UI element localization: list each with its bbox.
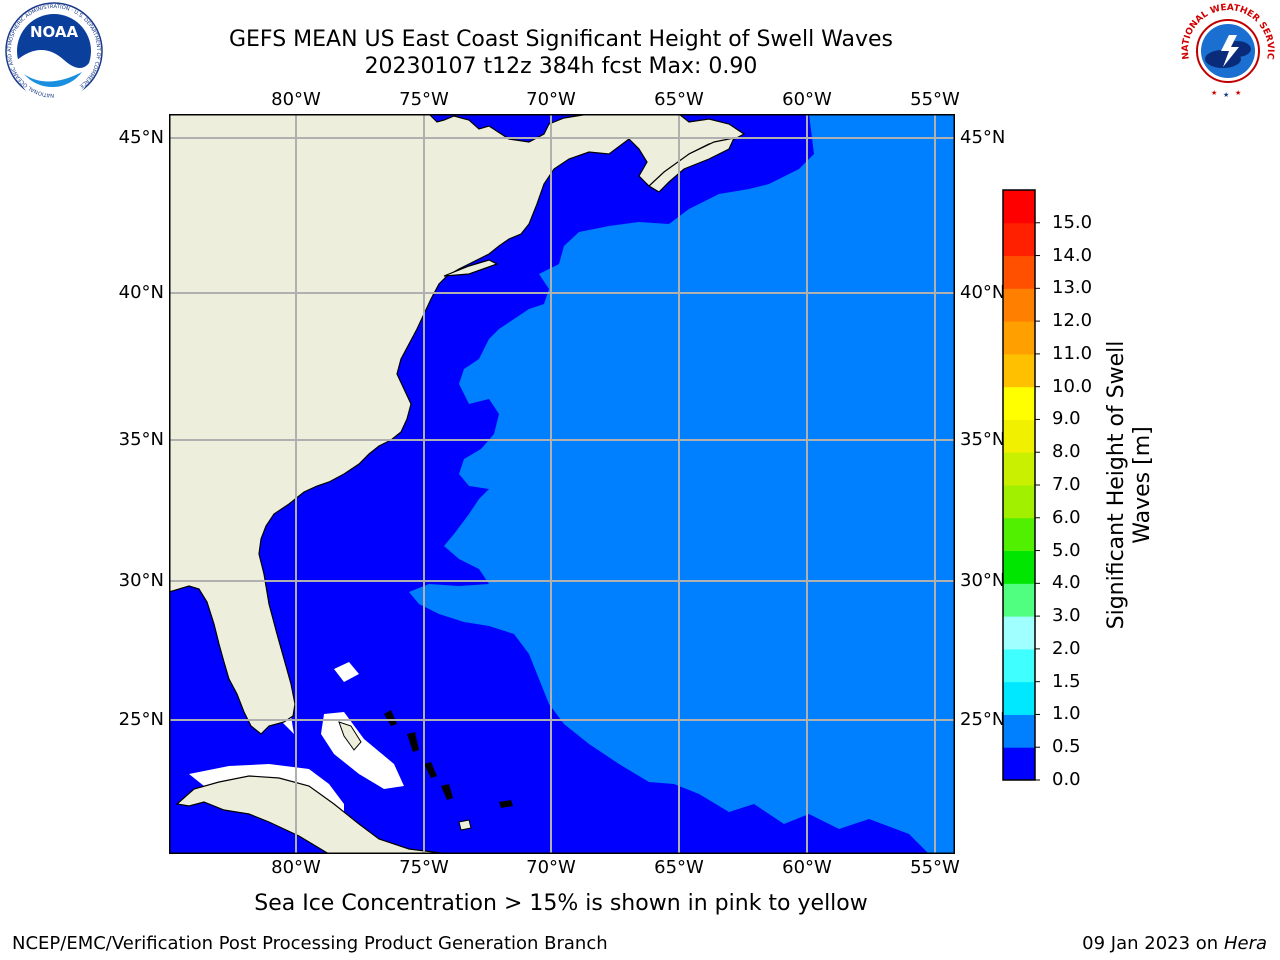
- lon-tick-bottom: 55°W: [910, 857, 960, 878]
- colorbar-tick-label: 8.0: [1052, 441, 1081, 463]
- colorbar-segment: [1003, 452, 1035, 486]
- nws-logo: NATIONAL WEATHER SERVICE ★ ★ ★: [1177, 1, 1275, 99]
- lat-tick-left: 25°N: [118, 709, 164, 730]
- colorbar-segment: [1003, 517, 1035, 552]
- footer-credit: NCEP/EMC/Verification Post Processing Pr…: [12, 933, 608, 954]
- lat-tick-left: 40°N: [118, 282, 164, 303]
- colorbar-tick-label: 2.0: [1052, 637, 1081, 659]
- lat-tick-left: 45°N: [118, 127, 164, 148]
- colorbar-tick-label: 1.0: [1052, 703, 1081, 725]
- map-subtitle: 20230107 t12z 384h fcst Max: 0.90: [364, 54, 758, 79]
- colorbar-segment: [1003, 353, 1035, 388]
- colorbar-segment: [1003, 419, 1035, 453]
- colorbar-segment: [1003, 583, 1035, 617]
- lat-tick-left: 30°N: [118, 570, 164, 591]
- lon-tick-bottom: 65°W: [654, 857, 704, 878]
- svg-text:★: ★: [1223, 91, 1229, 99]
- lon-tick-top: 80°W: [271, 89, 321, 110]
- colorbar-segment: [1003, 321, 1035, 355]
- lat-tick-right: 25°N: [960, 709, 1006, 730]
- colorbar-tick-label: 5.0: [1052, 539, 1081, 561]
- colorbar-tick-label: 0.5: [1052, 736, 1081, 758]
- lat-tick-right: 45°N: [960, 127, 1006, 148]
- colorbar-tick-label: 15.0: [1052, 211, 1093, 233]
- map-title: GEFS MEAN US East Coast Significant Heig…: [228, 27, 894, 52]
- colorbar-tick-label: 0.0: [1052, 769, 1081, 790]
- lon-tick-top: 75°W: [399, 89, 449, 110]
- colorbar-tick-label: 7.0: [1052, 474, 1081, 495]
- colorbar-segment: [1003, 222, 1035, 257]
- lon-tick-bottom: 60°W: [782, 857, 832, 878]
- lon-tick-top: 60°W: [782, 89, 832, 110]
- colorbar-segment: [1003, 648, 1035, 683]
- colorbar: [1002, 189, 1040, 781]
- colorbar-tick-label: 6.0: [1052, 506, 1081, 528]
- lat-tick-right: 30°N: [960, 570, 1006, 591]
- noaa-logo: NOAA NATIONAL OCEANIC AND ATMOSPHERIC AD…: [5, 2, 103, 100]
- colorbar-tick-label: 14.0: [1052, 244, 1093, 266]
- colorbar-segment: [1003, 714, 1035, 748]
- svg-text:★: ★: [1235, 89, 1241, 97]
- colorbar-segment: [1003, 386, 1035, 420]
- lon-tick-top: 55°W: [910, 89, 960, 110]
- colorbar-tick-label: 13.0: [1052, 277, 1093, 299]
- colorbar-tick-label: 4.0: [1052, 572, 1081, 594]
- colorbar-segment: [1003, 616, 1035, 650]
- lon-tick-bottom: 70°W: [526, 857, 576, 878]
- colorbar-tick-label: 11.0: [1052, 342, 1093, 364]
- colorbar-segment: [1003, 681, 1035, 715]
- lon-tick-bottom: 80°W: [271, 857, 321, 878]
- lat-tick-right: 35°N: [960, 429, 1006, 450]
- svg-text:★: ★: [1211, 89, 1217, 97]
- lat-tick-left: 35°N: [118, 429, 164, 450]
- swell-height-map: [169, 114, 955, 854]
- lat-tick-right: 40°N: [960, 282, 1006, 303]
- svg-text:NOAA: NOAA: [30, 23, 79, 41]
- land-cuba: [175, 775, 450, 854]
- colorbar-segment: [1003, 255, 1035, 289]
- footer-date: 09 Jan 2023 on Hera: [1082, 933, 1267, 954]
- ocean-moderate-swell: [409, 114, 955, 854]
- colorbar-tick-label: 9.0: [1052, 408, 1081, 430]
- sea-ice-note: Sea Ice Concentration > 15% is shown in …: [254, 891, 868, 916]
- colorbar-segment: [1003, 190, 1035, 224]
- colorbar-tick-label: 10.0: [1052, 375, 1093, 397]
- colorbar-segment: [1003, 550, 1035, 584]
- land-us-east-coast: [169, 114, 746, 735]
- colorbar-segment: [1003, 485, 1035, 519]
- lon-tick-top: 65°W: [654, 89, 704, 110]
- lon-tick-top: 70°W: [526, 89, 576, 110]
- colorbar-label: Significant Height of Swell Waves [m]: [1104, 340, 1155, 630]
- graticule: [169, 114, 955, 854]
- colorbar-segment: [1003, 747, 1035, 781]
- colorbar-tick-label: 12.0: [1052, 310, 1093, 332]
- colorbar-tick-label: 1.5: [1052, 670, 1081, 692]
- colorbar-tick-label: 3.0: [1052, 605, 1081, 627]
- colorbar-segment: [1003, 288, 1035, 322]
- lon-tick-bottom: 75°W: [399, 857, 449, 878]
